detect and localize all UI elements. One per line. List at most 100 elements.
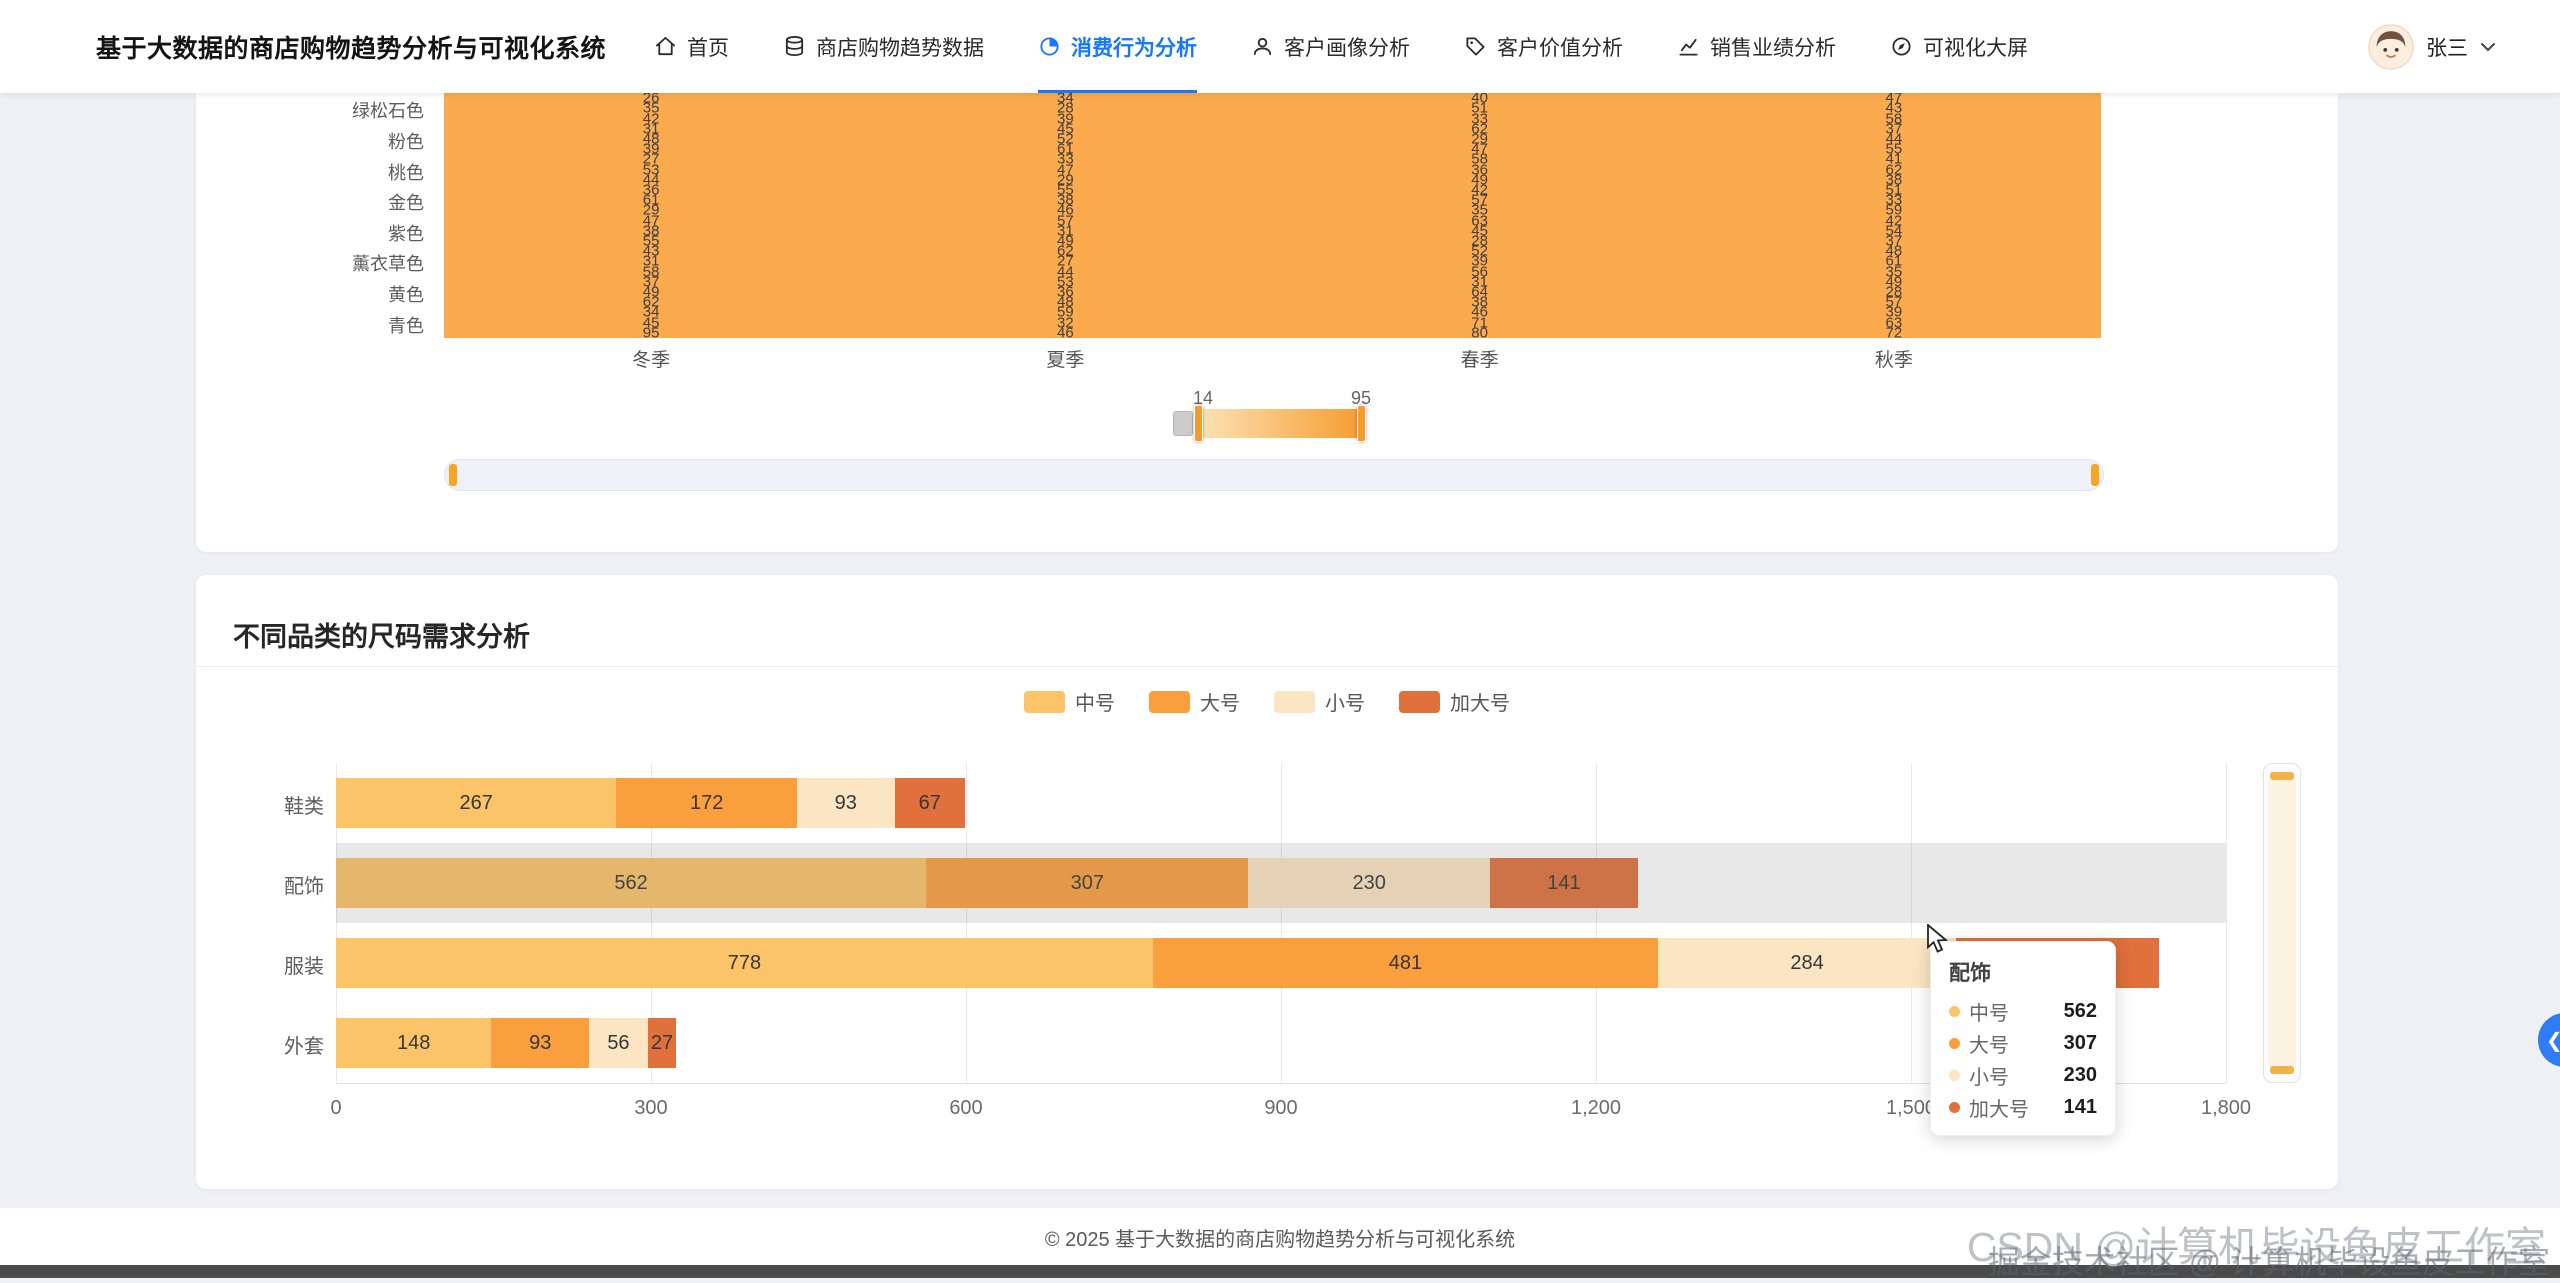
x-axis-tick-label: 1,800: [2200, 1097, 2252, 1119]
heatmap-value: 42: [1885, 212, 1903, 230]
heatmap-value: 46: [1471, 303, 1488, 321]
heatmap-value: 42: [642, 110, 660, 128]
heatmap-value: 43: [1885, 99, 1903, 117]
legend-item[interactable]: 小号: [1274, 687, 1365, 716]
heatmap-value: 36: [642, 181, 660, 199]
bar-segment[interactable]: 56: [589, 1018, 648, 1068]
bar-segment[interactable]: 27: [647, 1018, 677, 1068]
category-label: 配饰: [284, 876, 324, 898]
heatmap-value: 58: [1885, 110, 1903, 128]
heatmap-value: 26: [642, 93, 660, 107]
nav-item-customer-value[interactable]: 客户价值分析: [1464, 0, 1623, 93]
heatmap-value: 46: [1057, 201, 1074, 219]
visual-map-right-handle[interactable]: [1357, 405, 1366, 442]
heatmap-value: 55: [642, 232, 660, 250]
heatmap-grid[interactable]: 26 34 40 47 35 28 51 43 42 39 33 58 31 45 62 37 48 52 29 44…: [444, 93, 2101, 340]
bar-segment[interactable]: 267: [336, 778, 617, 828]
bar-segment[interactable]: 778: [336, 938, 1153, 988]
visual-map-left-handle[interactable]: [1194, 405, 1203, 442]
bar-segment[interactable]: 562: [336, 858, 927, 908]
heatmap-value: 28: [1057, 99, 1074, 117]
heatmap-value: 47: [642, 212, 660, 230]
nav-item-consumer-behavior[interactable]: 消费行为分析: [1038, 0, 1198, 93]
heatmap-value: 59: [1885, 201, 1903, 219]
heatmap-value: 39: [1885, 303, 1903, 321]
bar-segment[interactable]: 284: [1657, 938, 1957, 988]
bar-value-label: 93: [834, 791, 857, 814]
data-zoom-slider[interactable]: [444, 459, 2104, 491]
heatmap-value: 35: [1885, 263, 1903, 281]
bar-value-label: 27: [650, 1031, 674, 1054]
bar-segment[interactable]: 67: [894, 778, 965, 828]
heatmap-value: 37: [642, 273, 660, 291]
side-panel-toggle-button[interactable]: ❮: [2538, 1013, 2560, 1067]
heatmap-value: 45: [642, 314, 660, 332]
x-axis-tick-label: 300: [634, 1097, 668, 1119]
legend-item[interactable]: 中号: [1024, 687, 1115, 716]
vertical-zoom-top-handle[interactable]: [2270, 772, 2294, 780]
visual-map-gradient-bar[interactable]: [1197, 409, 1363, 438]
heatmap-value: 31: [642, 120, 660, 138]
nav-item-customer-profile[interactable]: 客户画像分析: [1251, 0, 1410, 93]
data-zoom-left-handle[interactable]: [449, 464, 457, 486]
data-zoom-right-handle[interactable]: [2091, 464, 2099, 486]
heatmap-value: 49: [1057, 232, 1074, 250]
user-name: 张三: [2426, 36, 2468, 60]
nav-item-shopping-trend-data[interactable]: 商店购物趋势数据: [783, 0, 984, 93]
series-dot-icon: [1949, 1037, 1960, 1049]
heatmap-value: 28: [1885, 283, 1903, 301]
bar-segment[interactable]: 141: [1489, 858, 1638, 908]
heatmap-value: 31: [1471, 273, 1488, 291]
heatmap-value: 27: [1057, 252, 1074, 270]
heatmap-value: 61: [642, 191, 660, 209]
heatmap-x-axis: 冬季 夏季 春季 秋季: [444, 345, 2101, 371]
heatmap-value: 34: [1057, 93, 1074, 107]
tooltip-series-name: 中号: [1969, 1002, 2009, 1025]
visual-map-out-handle[interactable]: [1173, 411, 1193, 436]
dashboard-icon: [1892, 37, 1911, 56]
heatmap-y-label: 紫色: [388, 223, 424, 244]
heatmap-value: 48: [642, 130, 660, 148]
tooltip-series-name: 小号: [1969, 1066, 2009, 1089]
nav-item-visualization-screen[interactable]: 可视化大屏: [1890, 0, 2028, 93]
heatmap-value: 38: [1471, 293, 1488, 311]
bar-segment[interactable]: 93: [491, 1018, 590, 1068]
tooltip-row: 加大号 141: [1949, 1091, 2097, 1123]
bar-segment[interactable]: 481: [1152, 938, 1658, 988]
vertical-zoom-bottom-handle[interactable]: [2270, 1066, 2294, 1074]
heatmap-value: 51: [1885, 181, 1903, 199]
chart-title: 不同品类的尺码需求分析: [233, 622, 530, 652]
heatmap-x-label: 春季: [1460, 350, 1499, 371]
legend-label: 小号: [1325, 693, 1365, 715]
heatmap-value: 47: [1471, 140, 1488, 158]
visual-map-slider[interactable]: 14 95: [1171, 388, 1406, 450]
bar-value-label: 778: [727, 951, 762, 974]
heatmap-value: 56: [1471, 263, 1488, 281]
heatmap-value: 62: [642, 293, 660, 311]
user-menu[interactable]: 张三: [2368, 23, 2496, 70]
bar-segment[interactable]: 230: [1248, 858, 1490, 908]
heatmap-value: 33: [1057, 150, 1074, 168]
top-nav: 基于大数据的商店购物趋势分析与可视化系统 首页 商店购物趋势数据 消费行为分析 …: [0, 0, 2560, 93]
heatmap-value: 55: [1057, 181, 1074, 199]
nav-item-home[interactable]: 首页: [654, 0, 729, 93]
heatmap-y-label: 金色: [388, 193, 424, 214]
heatmap-value: 62: [1885, 161, 1903, 179]
heatmap-value: 39: [642, 140, 660, 158]
bar-segment[interactable]: 93: [796, 778, 895, 828]
heatmap-value: 29: [1057, 171, 1074, 189]
heatmap-value: 31: [642, 252, 660, 270]
heatmap-value: 38: [1885, 171, 1903, 189]
legend-item[interactable]: 加大号: [1399, 687, 1510, 716]
bar-segment[interactable]: 148: [336, 1018, 492, 1068]
bar-value-label: 562: [614, 871, 648, 894]
nav-item-sales-performance[interactable]: 销售业绩分析: [1677, 0, 1836, 93]
chart-gridline: [966, 763, 967, 1083]
nav-item-label: 商店购物趋势数据: [816, 36, 985, 60]
legend-item[interactable]: 大号: [1149, 687, 1240, 716]
heatmap-value: 33: [1471, 110, 1488, 128]
bar-segment[interactable]: 172: [616, 778, 797, 828]
bar-segment[interactable]: 307: [926, 858, 1249, 908]
vertical-zoom-slider[interactable]: [2263, 763, 2301, 1083]
heatmap-value: 35: [642, 99, 660, 117]
